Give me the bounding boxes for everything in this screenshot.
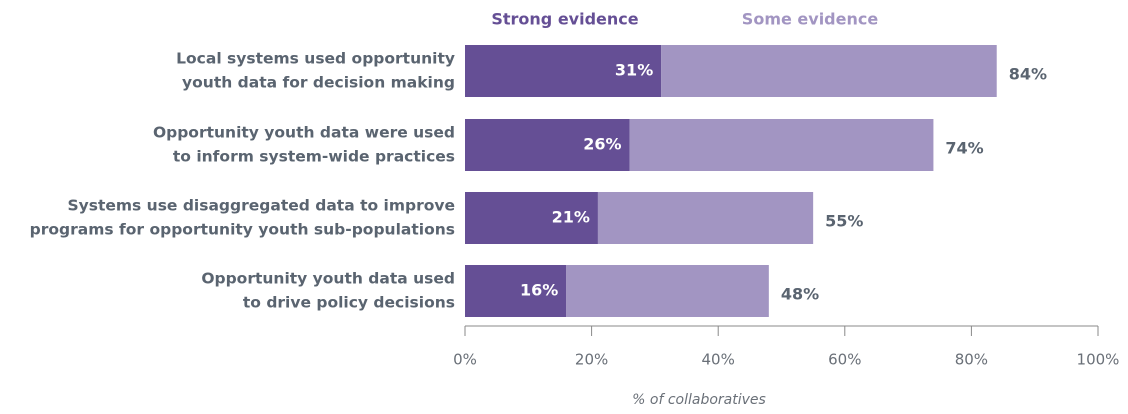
bar-segment [566,265,769,317]
x-tick-label: 40% [702,351,735,369]
total-label: 74% [945,139,983,158]
bar-segment [465,265,567,317]
category-label: Local systems used opportunity [176,50,455,68]
x-tick-label: 20% [575,351,608,369]
bar-segment [597,192,814,244]
legend-label: Some evidence [742,10,879,29]
value-label: 21% [552,208,590,227]
total-label: 84% [1009,65,1047,84]
value-label: 16% [520,281,558,300]
legend-label: Strong evidence [491,10,638,29]
bar-segment [465,119,630,171]
category-label: Systems use disaggregated data to improv… [67,197,455,215]
category-label: Opportunity youth data were used [153,124,455,142]
total-label: 55% [825,212,863,231]
bar-segment [661,45,997,97]
x-tick-label: 0% [453,351,477,369]
bar-segment [629,119,934,171]
x-tick-label: 100% [1077,351,1120,369]
value-label: 26% [583,135,621,154]
bar-segment [465,45,662,97]
x-tick-label: 80% [955,351,988,369]
x-tick-label: 60% [828,351,861,369]
x-axis-label: % of collaboratives [632,392,766,408]
category-label: Opportunity youth data used [201,270,455,288]
category-label: to drive policy decisions [243,294,455,312]
category-label: programs for opportunity youth sub-popul… [30,221,455,239]
value-label: 31% [615,61,653,80]
bar-segment [465,192,598,244]
category-label: youth data for decision making [182,74,455,92]
total-label: 48% [781,285,819,304]
category-label: to inform system-wide practices [173,148,455,166]
